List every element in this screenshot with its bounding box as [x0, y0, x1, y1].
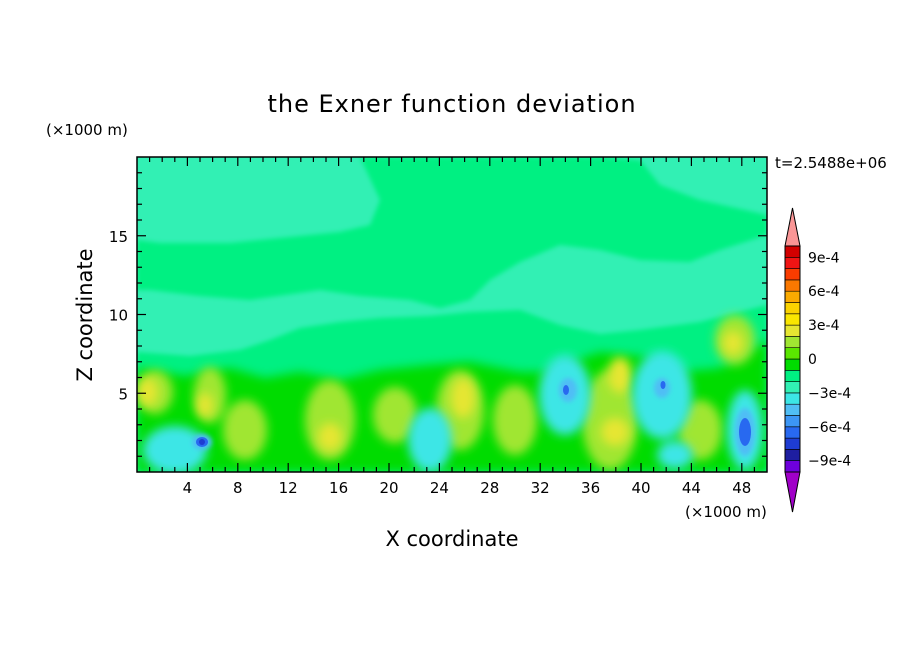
x-tick-label: 16	[329, 479, 348, 497]
colorbar-swatch	[784, 392, 801, 405]
colorbar-swatch	[784, 313, 801, 326]
colorbar-swatch	[784, 358, 801, 371]
colorbar-frame	[784, 245, 801, 473]
colorbar-swatch	[784, 256, 801, 269]
x-tick-label: 44	[682, 479, 701, 497]
y-axis-label: Z coordinate	[73, 248, 97, 381]
time-label: t=2.5488e+06	[775, 154, 887, 172]
colorbar-min-arrow	[784, 471, 801, 513]
colorbar-swatch	[784, 245, 801, 258]
dark-blue-core	[199, 439, 205, 445]
colorbar-swatch	[784, 369, 801, 382]
colorbar-label: 9e-4	[808, 250, 840, 266]
x-tick-label: 28	[480, 479, 499, 497]
colorbar-swatch	[784, 268, 801, 281]
x-tick-label: 24	[430, 479, 449, 497]
x-unit-label: (×1000 m)	[685, 503, 767, 521]
colorbar-label: 6e-4	[808, 284, 840, 300]
x-tick-label: 4	[183, 479, 193, 497]
y-tick-label: 10	[109, 307, 128, 325]
x-tick-label: 20	[379, 479, 398, 497]
colorbar: 9e-4 6e-4 3e-4 0 −3e-4 −6e-4 −9e-4	[784, 207, 851, 513]
colorbar-swatch	[784, 426, 801, 439]
x-tick-label: 48	[732, 479, 751, 497]
colorbar-swatch	[784, 324, 801, 337]
x-tick-label: 40	[631, 479, 650, 497]
upper-green-band	[137, 157, 767, 308]
y-tick-label: 15	[109, 228, 128, 246]
colorbar-swatch	[784, 302, 801, 315]
colorbar-swatch	[784, 336, 801, 348]
colorbar-label: −9e-4	[808, 454, 851, 470]
colorbar-swatch	[784, 290, 801, 303]
colorbar-label: 3e-4	[808, 318, 840, 334]
colorbar-swatch	[784, 347, 801, 360]
x-tick-label: 8	[233, 479, 243, 497]
chart-title: the Exner function deviation	[267, 90, 636, 118]
colorbar-swatch	[784, 437, 801, 450]
y-unit-label: (×1000 m)	[46, 121, 128, 139]
x-tick-label: 12	[279, 479, 298, 497]
colorbar-max-arrow	[784, 207, 801, 247]
x-axis-label: X coordinate	[385, 527, 518, 551]
blue-cores	[196, 381, 751, 447]
colorbar-swatch	[784, 415, 801, 428]
colorbar-label: 0	[808, 352, 817, 368]
colorbar-label: −3e-4	[808, 386, 851, 402]
colorbar-swatch	[784, 460, 801, 473]
colorbar-swatch	[784, 403, 801, 416]
yellow-patches	[138, 331, 743, 451]
x-tick-label: 36	[581, 479, 600, 497]
x-tick-label: 32	[531, 479, 550, 497]
colorbar-swatch	[784, 381, 801, 394]
contour-field	[137, 157, 767, 472]
colorbar-label: −6e-4	[808, 420, 851, 436]
y-tick-label: 5	[118, 385, 128, 403]
colorbar-swatch	[784, 279, 801, 292]
colorbar-swatch	[784, 449, 801, 461]
